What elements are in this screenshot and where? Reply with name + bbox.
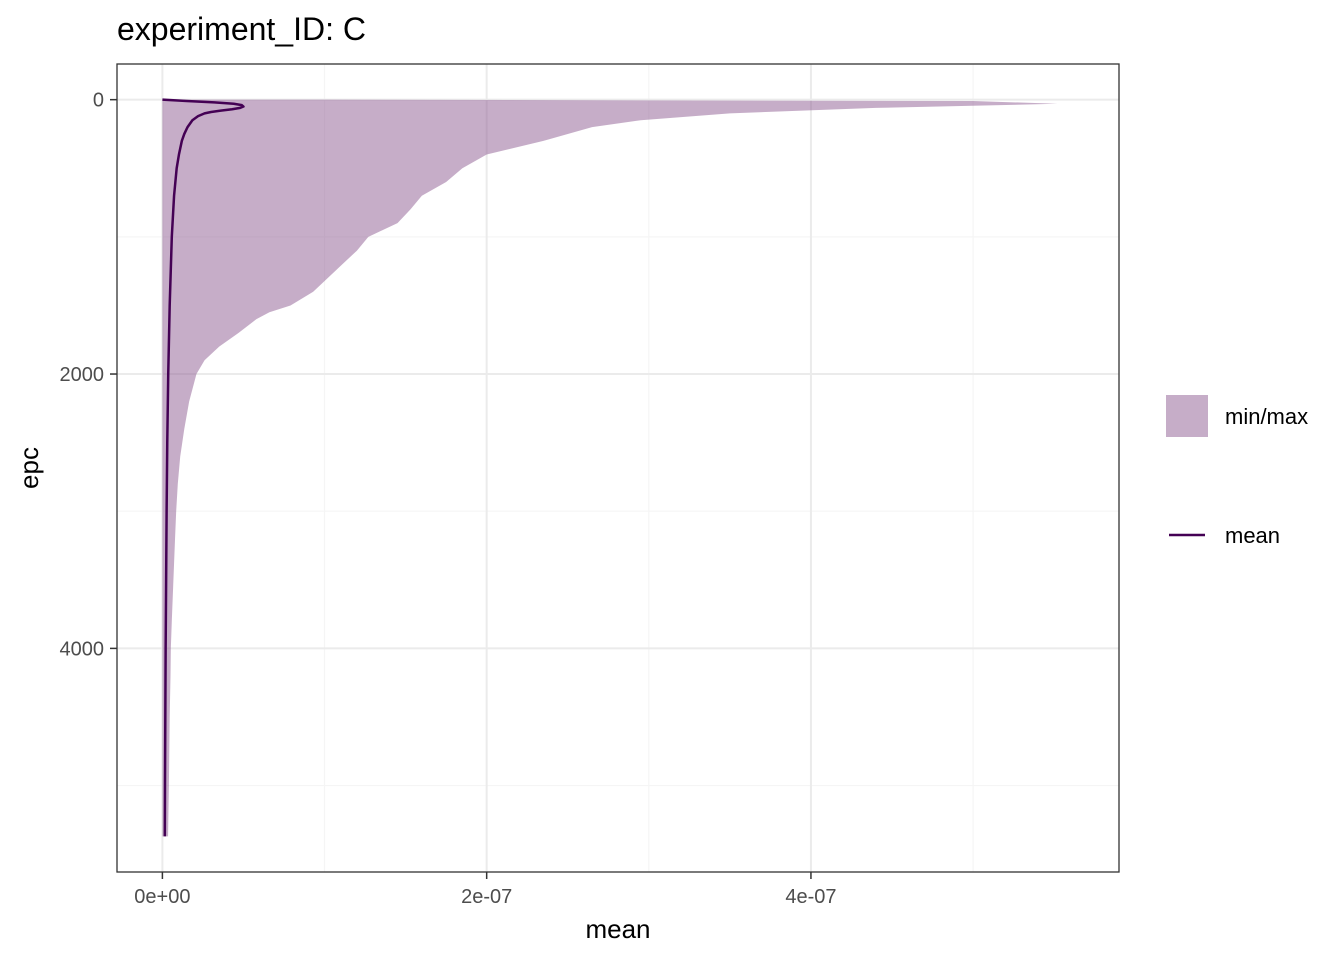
y-axis-ticks: 0 2000 4000 (60, 90, 117, 660)
plot-panel (116, 63, 1120, 873)
x-axis-ticks: 0e+00 2e-07 4e-07 (134, 872, 837, 908)
legend-label-mean: mean (1225, 523, 1280, 548)
x-tick-label: 2e-07 (461, 886, 512, 908)
grid-major (117, 64, 1119, 872)
y-tick-label: 2000 (60, 364, 105, 386)
ribbon-min-max (162, 99, 1058, 837)
legend-key-min-max (1166, 395, 1208, 437)
y-axis-title: epc (14, 447, 44, 489)
legend-label-min-max: min/max (1225, 404, 1308, 429)
mean-line (162, 98, 245, 837)
chart-title: experiment_ID: C (117, 11, 366, 47)
panel-border (116, 63, 1120, 873)
x-tick-label: 4e-07 (785, 886, 836, 908)
legend: min/max mean (1166, 395, 1308, 548)
y-tick-label: 0 (93, 90, 104, 112)
x-tick-label: 0e+00 (134, 886, 190, 908)
y-tick-label: 4000 (60, 638, 105, 660)
x-axis-title: mean (585, 914, 650, 944)
